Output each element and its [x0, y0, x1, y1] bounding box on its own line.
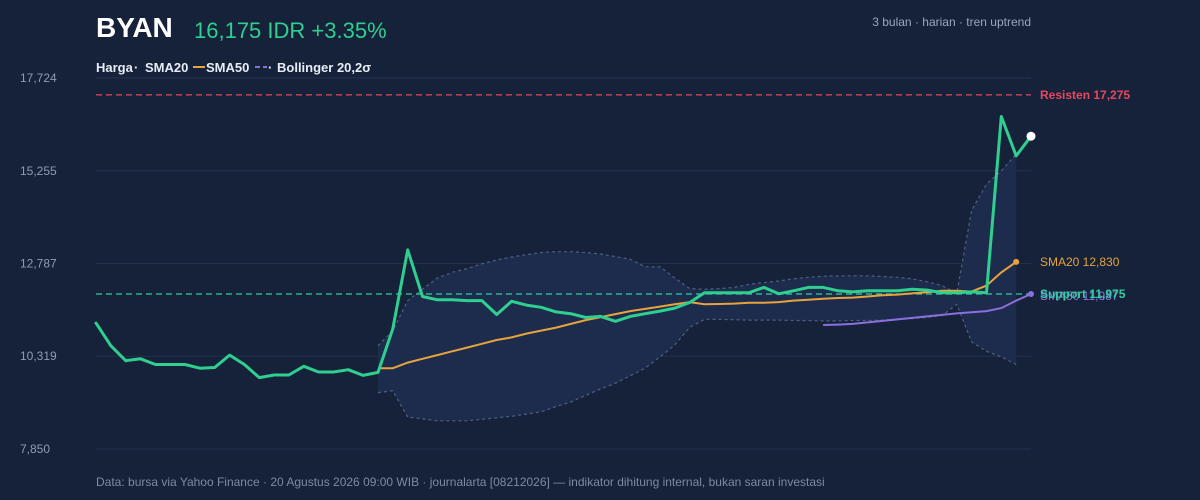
legend-sma50-label: SMA50 — [206, 60, 249, 75]
y-tick-label: 17,724 — [20, 71, 57, 85]
source-note: Data: bursa via Yahoo Finance · 20 Agust… — [96, 475, 825, 489]
price-last-point — [1026, 131, 1036, 141]
svg-text:·: · — [134, 60, 138, 75]
legend-sma20-label: SMA20 — [145, 60, 188, 75]
svg-text:·: · — [268, 60, 272, 75]
resistance-label: Resisten 17,275 — [1040, 88, 1130, 102]
sma50-last-point — [1028, 291, 1034, 298]
sma20-line — [378, 261, 1017, 370]
y-tick-label: 12,787 — [20, 257, 57, 271]
bollinger-upper-line — [377, 153, 1017, 347]
legend: Harga · SMA20 SMA50 · Bollinger 20,2σ — [96, 60, 371, 75]
sma20-last-point — [1013, 258, 1020, 265]
legend-bollinger-label: Bollinger 20,2σ — [277, 60, 371, 75]
bollinger-lower-line — [377, 303, 1017, 422]
y-axis-ticks: 17,724 15,255 12,787 10,319 7,850 — [20, 71, 57, 456]
sma20-end-label: SMA20 12,830 — [1040, 255, 1120, 269]
price-change: 16,175 IDR +3.35% — [194, 18, 387, 43]
y-tick-label: 10,319 — [20, 349, 57, 363]
support-label: Support 11,975 — [1040, 287, 1126, 301]
price-line — [94, 115, 1033, 380]
y-tick-label: 7,850 — [20, 442, 50, 456]
y-tick-label: 15,255 — [20, 164, 57, 178]
sma50-end-label: SMA50 11,987 — [1040, 289, 1119, 303]
bollinger-band-fill — [378, 154, 1017, 421]
sma50-line — [823, 293, 1032, 326]
ticker-symbol: BYAN — [96, 12, 173, 43]
chart-meta: 3 bulan · harian · tren uptrend — [872, 15, 1031, 29]
legend-price-label: Harga — [96, 60, 134, 75]
